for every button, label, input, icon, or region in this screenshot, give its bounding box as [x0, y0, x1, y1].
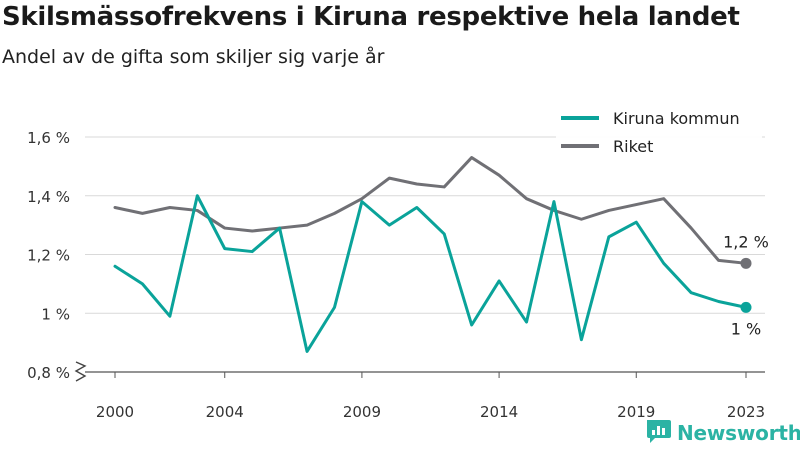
newsworthy-logo-icon: [645, 418, 673, 448]
chart-title: Skilsmässofrekvens i Kiruna respektive h…: [2, 2, 740, 32]
series-line-riket: [113, 156, 748, 265]
end-point-riket: [740, 257, 752, 269]
x-tick-label: 2004: [206, 403, 244, 421]
end-label-kiruna: 1 %: [731, 319, 761, 338]
end-point-kiruna: [740, 301, 752, 313]
x-tick-label: 2014: [480, 403, 518, 421]
y-tick-label: 1,4 %: [27, 188, 70, 206]
brand-name: Newsworthy: [677, 421, 800, 445]
legend-background: [556, 102, 762, 162]
legend: Kiruna kommun Riket: [556, 102, 762, 162]
end-label-riket: 1,2 %: [723, 232, 769, 251]
chart-subtitle: Andel av de gifta som skiljer sig varje …: [2, 46, 385, 68]
x-tick-label: 2019: [617, 403, 655, 421]
axis-break-icon: [74, 361, 87, 382]
y-tick-label: 1,2 %: [27, 247, 70, 265]
brand: Newsworthy: [645, 418, 800, 448]
y-tick-label: 1,6 %: [27, 129, 70, 147]
y-tick-label: 1 %: [41, 305, 70, 323]
legend-label: Riket: [613, 137, 653, 156]
x-tick-label: 2009: [343, 403, 381, 421]
x-tick-label: 2000: [96, 403, 134, 421]
series-line-kiruna: [113, 194, 748, 353]
legend-label: Kiruna kommun: [613, 109, 740, 128]
x-tick-label: 2023: [727, 403, 765, 421]
y-tick-label: 0,8 %: [27, 364, 70, 382]
